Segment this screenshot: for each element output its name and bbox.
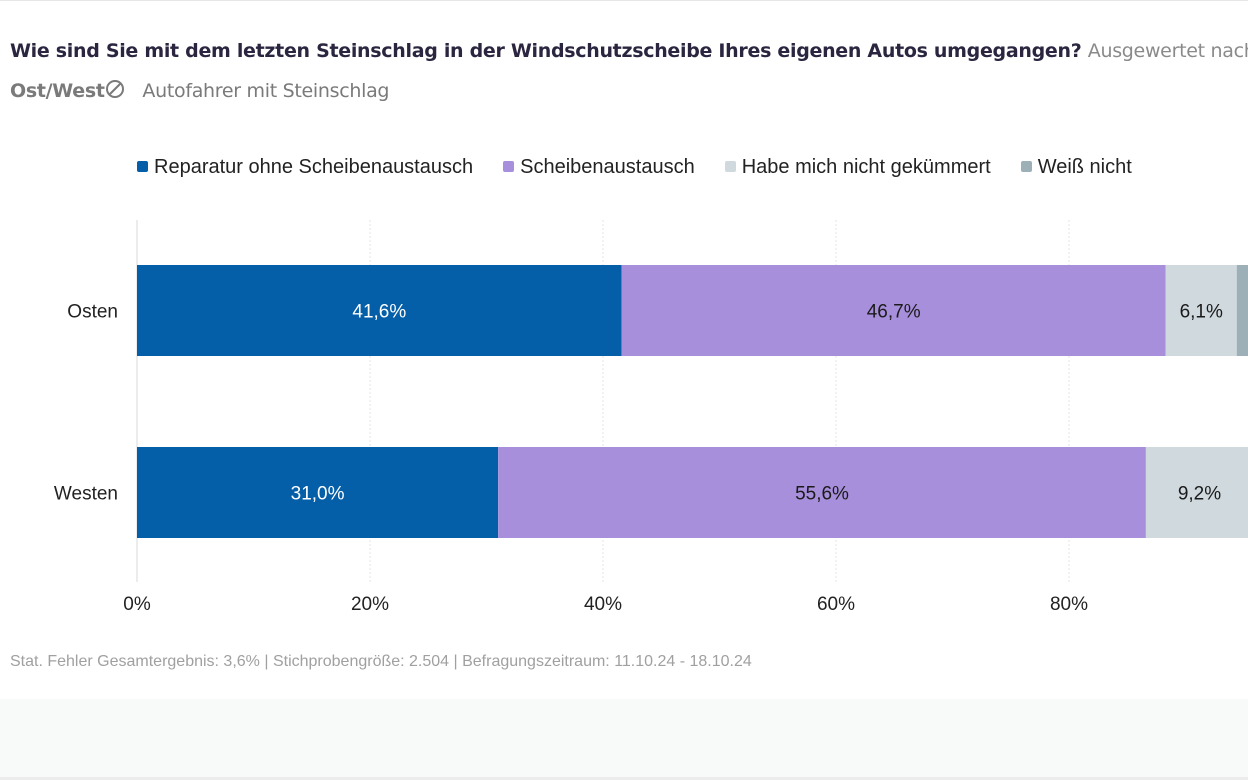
x-tick-label: 60% [817, 594, 855, 615]
bottom-band [0, 699, 1248, 777]
data-label: 9,2% [1178, 484, 1221, 505]
subtitle: Ost/West Autofahrer mit Steinschlag [10, 79, 390, 102]
legend-swatch [503, 161, 515, 172]
stacked-bar-chart: 0% 20% 40% 60% 80% Osten 41,6% 46,7% 6,1% Westen 3… [54, 220, 1248, 615]
bar-segment [498, 447, 1146, 538]
legend: Reparatur ohne Scheibenaustausch Scheiben… [137, 156, 1162, 179]
data-label: 41,6% [352, 302, 406, 323]
category-label: Westen [54, 484, 118, 505]
title-suffix: Ausgewertet nach [1087, 40, 1248, 62]
legend-label: Reparatur ohne Scheibenaustausch [154, 156, 474, 178]
legend-swatch [137, 161, 148, 172]
category-label: Osten [67, 302, 118, 323]
top-divider [0, 0, 1248, 1]
bar-segment [137, 447, 499, 538]
x-tick-label: 80% [1050, 594, 1088, 615]
x-tick-label: 40% [584, 594, 622, 615]
title-text: Wie sind Sie mit dem letzten Steinschlag… [10, 40, 1082, 62]
legend-label: Scheibenaustausch [520, 156, 695, 178]
data-label: 31,0% [291, 484, 345, 505]
bar-segment [1165, 265, 1237, 356]
footer-stats: Stat. Fehler Gesamtergebnis: 3,6% | Stic… [10, 653, 752, 670]
legend-item[interactable]: Weiß nicht [1020, 156, 1132, 179]
x-tick-label: 0% [123, 594, 151, 615]
data-label: 46,7% [867, 302, 921, 323]
legend-label: Habe mich nicht gekümmert [741, 156, 991, 178]
breakdown-label: Ost/West [10, 80, 105, 102]
circle-slash-icon [105, 80, 124, 98]
bar-segment [1236, 265, 1248, 356]
legend-item[interactable]: Habe mich nicht gekümmert [724, 156, 991, 179]
legend-item[interactable]: Scheibenaustausch [503, 156, 695, 179]
legend-swatch [1020, 161, 1032, 172]
bar-segment [137, 265, 622, 356]
bottom-divider [0, 777, 1248, 780]
bar-segment [1145, 447, 1248, 538]
data-label: 55,6% [795, 484, 849, 505]
chart-title: Wie sind Sie mit dem letzten Steinschlag… [10, 40, 1248, 62]
x-tick-label: 20% [351, 594, 389, 615]
base-label: Autofahrer mit Steinschlag [142, 80, 390, 102]
legend-item[interactable]: Reparatur ohne Scheibenaustausch [137, 156, 473, 179]
bar-segment [621, 265, 1166, 356]
legend-swatch [724, 161, 736, 172]
data-label: 6,1% [1180, 302, 1223, 323]
legend-label: Weiß nicht [1037, 156, 1132, 178]
